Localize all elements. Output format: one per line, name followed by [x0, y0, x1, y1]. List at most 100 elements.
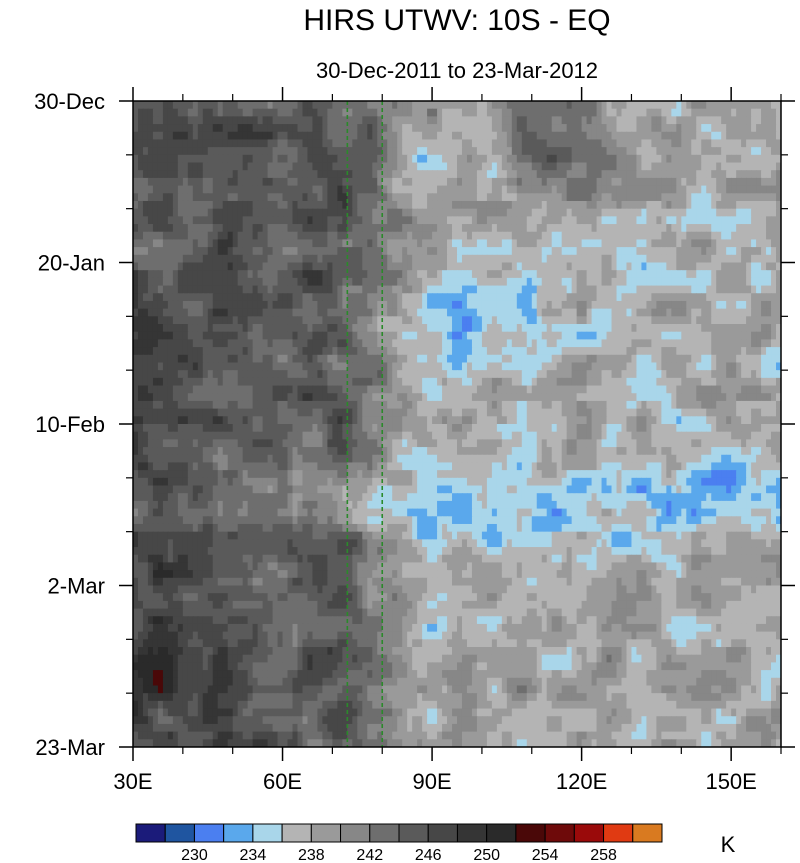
heatmap-cell	[706, 316, 712, 325]
heatmap-cell	[377, 247, 383, 256]
heatmap-cell	[252, 254, 259, 264]
heatmap-cell	[606, 154, 613, 164]
heatmap-cell	[227, 247, 234, 256]
heatmap-cell	[736, 277, 742, 287]
heatmap-cell	[202, 162, 209, 171]
heatmap-cell	[661, 200, 667, 210]
heatmap-cell	[257, 324, 264, 333]
heatmap-cell	[601, 316, 608, 325]
heatmap-cell	[556, 231, 563, 241]
heatmap-cell	[661, 331, 667, 340]
heatmap-cell	[671, 101, 677, 110]
heatmap-cell	[626, 277, 633, 287]
heatmap-cell	[736, 339, 742, 348]
heatmap-cell	[756, 285, 762, 294]
heatmap-cell	[262, 324, 269, 333]
heatmap-cell	[511, 270, 518, 279]
heatmap-cell	[516, 108, 523, 117]
heatmap-cell	[466, 147, 473, 156]
heatmap-cell	[471, 254, 478, 264]
heatmap-cell	[461, 231, 468, 241]
heatmap-cell	[207, 170, 214, 179]
heatmap-cell	[402, 347, 408, 356]
heatmap-cell	[212, 331, 219, 340]
heatmap-cell	[322, 108, 328, 117]
heatmap-cell	[771, 162, 777, 171]
heatmap-cell	[427, 147, 433, 156]
heatmap-cell	[766, 139, 772, 148]
chart-subtitle: 30-Dec-2011 to 23-Mar-2012	[316, 58, 598, 83]
heatmap-cell	[427, 324, 433, 333]
heatmap-cell	[397, 101, 403, 110]
heatmap-cell	[212, 377, 219, 387]
heatmap-cell	[576, 316, 583, 325]
heatmap-cell	[586, 377, 593, 387]
heatmap-cell	[691, 193, 697, 202]
heatmap-cell	[417, 162, 423, 171]
heatmap-cell	[312, 101, 319, 110]
heatmap-cell	[746, 308, 752, 317]
heatmap-cell	[217, 300, 224, 310]
heatmap-cell	[377, 200, 383, 210]
heatmap-cell	[701, 277, 707, 287]
heatmap-cell	[447, 162, 453, 171]
heatmap-cell	[486, 316, 493, 325]
heatmap-cell	[252, 185, 259, 194]
heatmap-cell	[237, 170, 244, 179]
heatmap-cell	[297, 254, 304, 264]
heatmap-cell	[581, 139, 588, 148]
heatmap-cell	[501, 262, 508, 271]
heatmap-cell	[397, 254, 403, 264]
heatmap-cell	[776, 254, 781, 264]
heatmap-cell	[686, 131, 692, 141]
heatmap-cell	[192, 239, 199, 248]
heatmap-cell	[601, 247, 608, 256]
heatmap-cell	[232, 154, 239, 164]
heatmap-cell	[327, 193, 333, 202]
heatmap-cell	[476, 362, 483, 371]
heatmap-cell	[506, 208, 513, 217]
heatmap-cell	[392, 347, 398, 356]
heatmap-cell	[367, 393, 373, 402]
heatmap-cell	[481, 277, 488, 287]
heatmap-cell	[776, 316, 781, 325]
heatmap-cell	[317, 300, 324, 310]
heatmap-cell	[267, 231, 274, 241]
heatmap-cell	[596, 316, 603, 325]
heatmap-cell	[566, 101, 573, 110]
heatmap-cell	[362, 185, 368, 194]
heatmap-cell	[182, 247, 189, 256]
heatmap-cell	[227, 208, 234, 217]
heatmap-cell	[681, 293, 687, 302]
heatmap-cell	[437, 316, 443, 325]
heatmap-cell	[521, 239, 528, 248]
heatmap-cell	[362, 108, 368, 117]
heatmap-cell	[152, 170, 159, 179]
heatmap-cell	[541, 316, 548, 325]
heatmap-cell	[187, 377, 194, 387]
heatmap-cell	[242, 247, 249, 256]
heatmap-cell	[496, 162, 503, 171]
heatmap-cell	[511, 277, 518, 287]
heatmap-cell	[252, 131, 259, 141]
heatmap-cell	[671, 139, 677, 148]
heatmap-cell	[242, 316, 249, 325]
heatmap-cell	[427, 239, 433, 248]
heatmap-cell	[736, 262, 742, 271]
heatmap-cell	[377, 154, 383, 164]
heatmap-cell	[721, 147, 727, 156]
heatmap-cell	[716, 293, 722, 302]
heatmap-cell	[377, 385, 383, 394]
heatmap-cell	[531, 262, 538, 271]
heatmap-cell	[192, 101, 199, 110]
heatmap-cell	[491, 262, 498, 271]
heatmap-cell	[342, 208, 348, 217]
heatmap-cell	[327, 385, 333, 394]
heatmap-cell	[736, 147, 742, 156]
heatmap-cell	[222, 293, 229, 302]
heatmap-cell	[177, 216, 184, 225]
heatmap-cell	[471, 354, 478, 364]
heatmap-cell	[312, 170, 319, 179]
heatmap-cell	[322, 370, 328, 379]
heatmap-cell	[591, 331, 598, 340]
